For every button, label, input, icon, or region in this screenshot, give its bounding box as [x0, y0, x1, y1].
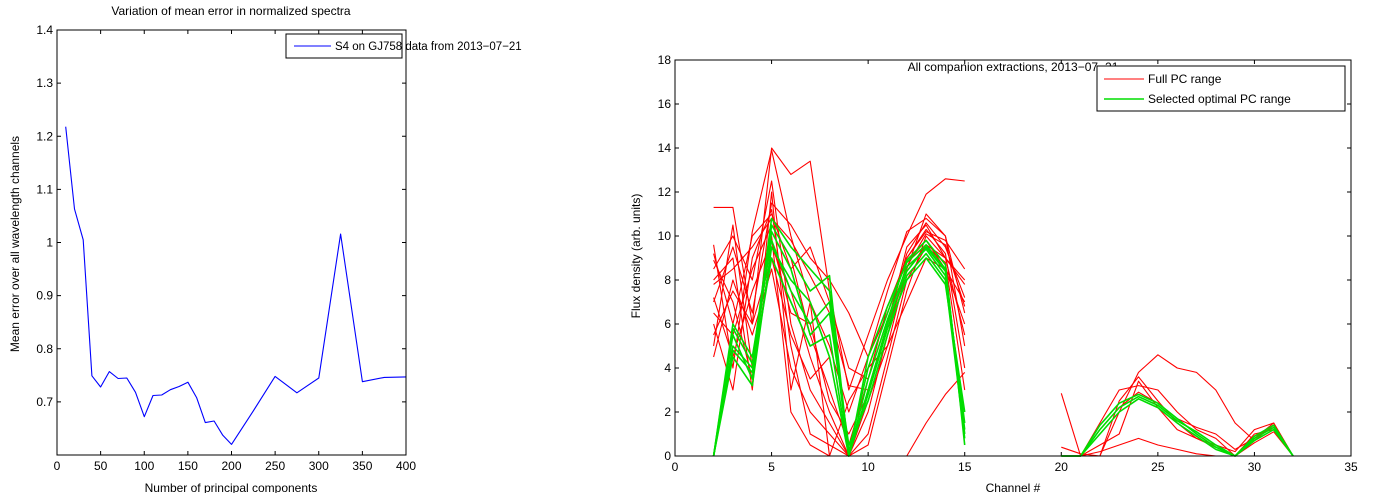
left-series-0-line [65, 126, 407, 445]
left-xtick-label: 250 [265, 459, 285, 473]
chart-left-axes-box [56, 29, 407, 456]
left-xtick-label: 50 [94, 459, 108, 473]
left-xtick-label: 0 [54, 459, 61, 473]
right-series-1-line [1061, 393, 1294, 457]
right-xtick-label: 25 [1151, 460, 1165, 474]
left-ytick-label: 0.7 [36, 395, 53, 409]
chart-left-legend-label: S4 on GJ758 data from 2013−07−21 [335, 41, 522, 53]
right-series-1-line [712, 217, 966, 457]
left-xtick-label: 150 [178, 459, 198, 473]
chart-right-legend-label-full: Full PC range [1148, 72, 1222, 86]
right-series-1-line [712, 246, 966, 457]
right-series-1-line [712, 257, 966, 457]
right-series-0-line [713, 217, 966, 391]
chart-right-legend-box [1096, 65, 1346, 112]
right-series-0-line [713, 209, 966, 457]
left-ytick-label: 0.8 [36, 342, 53, 356]
right-ytick-label: 12 [658, 185, 672, 199]
chart-right-title: All companion extractions, 2013−07−21 [908, 60, 1119, 74]
left-ytick-label: 1.3 [36, 76, 53, 90]
chart-right-ticks: 0 5 10 15 20 25 30 35 0 2 4 6 8 10 12 14 16 18 [658, 53, 1358, 474]
chart-right-xlabel: Channel # [986, 481, 1041, 493]
left-xtick-label: 200 [221, 459, 241, 473]
left-xtick-label: 350 [352, 459, 372, 473]
right-series-0-line [713, 239, 966, 435]
chart-right-ylabel: Flux density (arb. units) [629, 194, 643, 319]
left-ytick-label: 1.4 [36, 23, 53, 37]
right-xtick-label: 10 [861, 460, 875, 474]
right-xtick-label: 5 [768, 460, 775, 474]
chart-right-legend-label-optimal: Selected optimal PC range [1148, 92, 1291, 106]
chart-right: All companion extractions, 2013−07−21 Ch… [629, 53, 1358, 493]
chart-left-ticks: 0 50 100 150 200 250 300 350 400 0.7 0.8 0.9 1 1.1 1.2… [36, 23, 416, 473]
chart-left: Variation of mean error in normalized sp… [8, 4, 522, 493]
left-ytick-label: 0.9 [36, 289, 53, 303]
right-ytick-label: 18 [658, 53, 672, 67]
chart-right-axes-box [674, 59, 1352, 457]
right-ytick-label: 10 [658, 229, 672, 243]
right-xtick-label: 35 [1344, 460, 1358, 474]
left-xtick-label: 400 [396, 459, 416, 473]
left-ytick-label: 1 [46, 236, 53, 250]
right-series-0-line [713, 213, 966, 380]
right-ytick-label: 16 [658, 97, 672, 111]
right-ytick-label: 6 [664, 317, 671, 331]
right-ytick-label: 2 [664, 405, 671, 419]
chart-left-xlabel: Number of principal components [145, 481, 318, 493]
left-xtick-label: 300 [309, 459, 329, 473]
right-xtick-label: 0 [672, 460, 679, 474]
right-ytick-label: 8 [664, 273, 671, 287]
right-xtick-label: 15 [958, 460, 972, 474]
left-ytick-label: 1.2 [36, 129, 53, 143]
left-ytick-label: 1.1 [36, 182, 53, 196]
chart-left-title: Variation of mean error in normalized sp… [111, 4, 351, 18]
left-xtick-label: 100 [134, 459, 154, 473]
right-xtick-label: 30 [1248, 460, 1262, 474]
right-ytick-label: 14 [658, 141, 672, 155]
right-ytick-label: 4 [664, 361, 671, 375]
right-series-0-line [1061, 376, 1294, 457]
chart-left-series [65, 126, 407, 445]
right-ytick-label: 0 [664, 449, 671, 463]
right-series-1-line [1061, 395, 1294, 457]
right-series-1-line [1061, 397, 1294, 457]
chart-left-legend: S4 on GJ758 data from 2013−07−21 [285, 33, 522, 59]
right-series-0-line [1061, 431, 1294, 457]
chart-right-series [712, 147, 1294, 457]
right-series-0-line [713, 202, 966, 358]
right-series-0-line [1061, 380, 1294, 457]
right-xtick-label: 20 [1055, 460, 1069, 474]
chart-left-ylabel: Mean error over all wavelength channels [8, 136, 22, 352]
chart-right-legend: Full PC range Selected optimal PC range [1096, 65, 1346, 112]
right-series-0-line [1061, 391, 1294, 457]
